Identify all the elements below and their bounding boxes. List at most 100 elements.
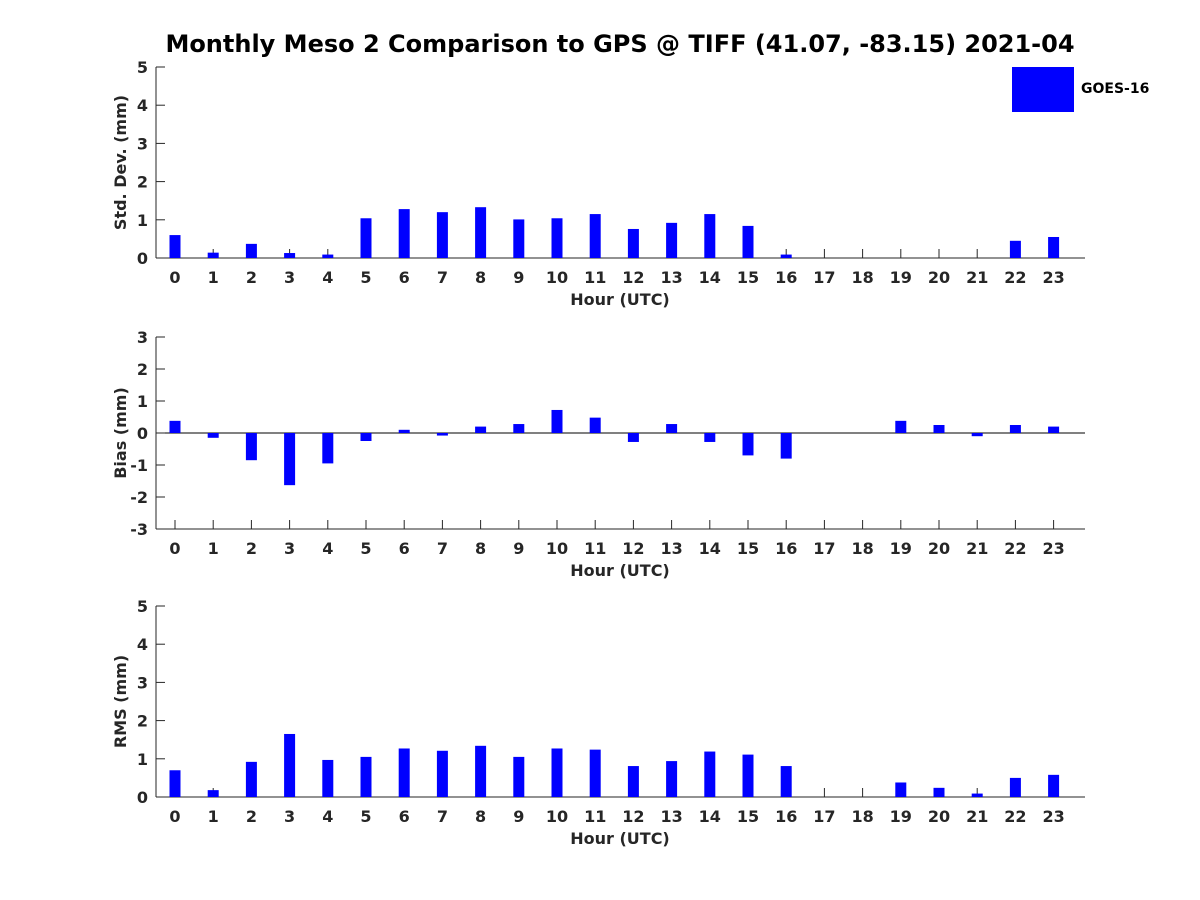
x-tick-label: 7 bbox=[437, 807, 448, 826]
bar bbox=[398, 209, 410, 258]
x-tick-label: 19 bbox=[890, 268, 912, 287]
bar bbox=[971, 433, 983, 437]
x-tick-label: 21 bbox=[966, 539, 988, 558]
bar bbox=[513, 219, 525, 258]
x-tick-label: 4 bbox=[322, 807, 333, 826]
y-tick-label: 3 bbox=[137, 673, 148, 692]
x-tick-label: 7 bbox=[437, 539, 448, 558]
bar bbox=[1048, 236, 1060, 258]
x-tick-label: 5 bbox=[360, 807, 371, 826]
bar bbox=[1048, 774, 1060, 797]
x-tick-label: 21 bbox=[966, 268, 988, 287]
x-tick-label: 15 bbox=[737, 807, 759, 826]
bar bbox=[704, 433, 716, 442]
y-tick-label: 2 bbox=[137, 712, 148, 731]
y-tick-label: 3 bbox=[137, 134, 148, 153]
x-tick-label: 2 bbox=[246, 539, 257, 558]
x-axis-label: Hour (UTC) bbox=[570, 561, 670, 580]
y-axis-label: Std. Dev. (mm) bbox=[111, 95, 130, 230]
x-tick-label: 17 bbox=[813, 268, 835, 287]
x-tick-label: 1 bbox=[208, 268, 219, 287]
bar bbox=[322, 433, 334, 464]
x-tick-label: 9 bbox=[513, 539, 524, 558]
bar bbox=[627, 228, 639, 258]
bar bbox=[742, 754, 754, 797]
bar bbox=[207, 433, 219, 438]
bar bbox=[169, 770, 181, 797]
bar bbox=[1009, 777, 1021, 797]
bar bbox=[666, 222, 678, 258]
x-tick-label: 22 bbox=[1004, 268, 1026, 287]
x-tick-label: 6 bbox=[399, 268, 410, 287]
bar bbox=[589, 214, 601, 258]
y-tick-label: 1 bbox=[137, 211, 148, 230]
x-tick-label: 18 bbox=[851, 268, 873, 287]
bar bbox=[284, 433, 296, 486]
x-tick-label: 4 bbox=[322, 268, 333, 287]
bar bbox=[360, 218, 372, 258]
legend-swatch bbox=[1012, 67, 1074, 112]
legend: GOES-16 bbox=[1012, 67, 1162, 113]
bar bbox=[895, 782, 907, 797]
bar bbox=[589, 749, 601, 797]
bar bbox=[895, 420, 907, 433]
bar bbox=[436, 433, 448, 436]
y-tick-label: 2 bbox=[137, 360, 148, 379]
x-tick-label: 17 bbox=[813, 807, 835, 826]
bar bbox=[513, 424, 525, 433]
x-tick-label: 1 bbox=[208, 807, 219, 826]
bar bbox=[245, 761, 257, 797]
x-tick-label: 15 bbox=[737, 268, 759, 287]
bar bbox=[475, 745, 487, 797]
x-tick-label: 21 bbox=[966, 807, 988, 826]
x-tick-label: 7 bbox=[437, 268, 448, 287]
x-tick-label: 9 bbox=[513, 268, 524, 287]
x-tick-label: 9 bbox=[513, 807, 524, 826]
bar bbox=[284, 253, 296, 258]
x-tick-label: 16 bbox=[775, 539, 797, 558]
y-tick-label: 0 bbox=[137, 788, 148, 807]
bar bbox=[322, 254, 334, 258]
bar bbox=[742, 225, 754, 258]
bar bbox=[360, 756, 372, 797]
x-tick-label: 0 bbox=[169, 268, 180, 287]
bar bbox=[551, 409, 563, 433]
bar bbox=[666, 761, 678, 797]
x-tick-label: 3 bbox=[284, 807, 295, 826]
x-tick-label: 16 bbox=[775, 268, 797, 287]
x-tick-label: 12 bbox=[622, 807, 644, 826]
bar bbox=[513, 756, 525, 797]
x-tick-label: 2 bbox=[246, 807, 257, 826]
x-tick-label: 14 bbox=[699, 539, 721, 558]
y-tick-label: 4 bbox=[137, 96, 148, 115]
bar bbox=[1009, 425, 1021, 433]
y-axis-label: Bias (mm) bbox=[111, 387, 130, 479]
x-tick-label: 12 bbox=[622, 539, 644, 558]
x-tick-label: 6 bbox=[399, 807, 410, 826]
bar bbox=[284, 733, 296, 797]
x-tick-label: 5 bbox=[360, 539, 371, 558]
bar bbox=[245, 433, 257, 461]
x-axis-label: Hour (UTC) bbox=[570, 290, 670, 309]
y-tick-label: -2 bbox=[130, 488, 148, 507]
legend-label: GOES-16 bbox=[1081, 81, 1150, 97]
bar bbox=[780, 433, 792, 459]
x-tick-label: 23 bbox=[1042, 268, 1064, 287]
x-tick-label: 4 bbox=[322, 539, 333, 558]
bar bbox=[475, 426, 487, 433]
x-tick-label: 1 bbox=[208, 539, 219, 558]
bar bbox=[551, 218, 563, 258]
bar bbox=[933, 787, 945, 797]
bar bbox=[1048, 426, 1060, 433]
x-tick-label: 0 bbox=[169, 807, 180, 826]
x-tick-label: 12 bbox=[622, 268, 644, 287]
y-tick-label: 5 bbox=[137, 58, 148, 77]
bar bbox=[742, 433, 754, 456]
bar bbox=[627, 766, 639, 797]
bar bbox=[398, 429, 410, 433]
bar bbox=[704, 214, 716, 258]
bar bbox=[589, 417, 601, 433]
x-tick-label: 20 bbox=[928, 807, 950, 826]
x-tick-label: 3 bbox=[284, 539, 295, 558]
x-tick-label: 11 bbox=[584, 268, 606, 287]
